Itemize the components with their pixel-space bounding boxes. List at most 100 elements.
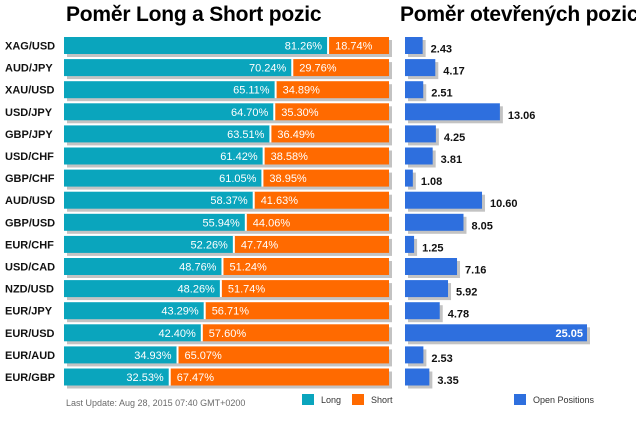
open-positions-value-nzd-usd: 5.92 bbox=[456, 287, 477, 299]
open-positions-value-eur-gbp: 3.35 bbox=[437, 375, 458, 387]
long-short-divider-aud-usd bbox=[252, 191, 255, 209]
long-bar-eur-usd bbox=[64, 324, 202, 342]
long-bar-usd-chf bbox=[64, 147, 264, 165]
long-percent-label-eur-gbp: 32.53% bbox=[126, 372, 164, 384]
open-positions-bar-gbp-jpy bbox=[405, 125, 436, 143]
open-positions-value-eur-jpy: 4.78 bbox=[448, 309, 469, 321]
open-positions-value-eur-usd: 25.05 bbox=[555, 328, 583, 340]
open-positions-value-eur-chf: 1.25 bbox=[422, 242, 443, 254]
long-bar-xau-usd bbox=[64, 81, 276, 99]
long-bar-aud-usd bbox=[64, 191, 254, 209]
long-percent-label-gbp-chf: 61.05% bbox=[219, 173, 257, 185]
short-percent-label-eur-jpy: 56.71% bbox=[212, 306, 250, 318]
long-bar-nzd-usd bbox=[64, 280, 221, 298]
long-short-divider-usd-jpy bbox=[273, 103, 276, 121]
open-positions-bar-gbp-usd bbox=[405, 213, 464, 231]
long-bar-gbp-usd bbox=[64, 213, 246, 231]
pair-label-gbp-usd: GBP/USD bbox=[5, 217, 55, 229]
pair-label-eur-gbp: EUR/GBP bbox=[5, 372, 55, 384]
long-percent-label-aud-usd: 58.37% bbox=[210, 195, 248, 207]
long-short-divider-gbp-jpy bbox=[269, 125, 272, 143]
long-bar-eur-aud bbox=[64, 346, 178, 364]
open-positions-bar-usd-jpy bbox=[405, 103, 500, 121]
open-positions-bar-nzd-usd bbox=[405, 280, 449, 298]
open-positions-bar-xag-usd bbox=[405, 37, 423, 54]
short-percent-label-usd-jpy: 35.30% bbox=[281, 107, 319, 119]
long-bar-gbp-jpy bbox=[64, 125, 271, 143]
pair-label-xau-usd: XAU/USD bbox=[5, 85, 55, 97]
short-bar-gbp-usd bbox=[245, 213, 389, 231]
open-positions-bar-eur-jpy bbox=[405, 302, 440, 320]
pair-label-usd-chf: USD/CHF bbox=[5, 151, 54, 163]
long-percent-label-eur-chf: 52.26% bbox=[191, 239, 229, 251]
short-bar-eur-usd bbox=[201, 324, 389, 342]
long-percent-label-gbp-jpy: 63.51% bbox=[227, 129, 265, 141]
short-percent-label-xag-usd: 18.74% bbox=[335, 41, 373, 53]
short-percent-label-xau-usd: 34.89% bbox=[283, 85, 321, 97]
long-short-divider-gbp-usd bbox=[244, 213, 247, 231]
long-percent-label-nzd-usd: 48.26% bbox=[178, 284, 216, 296]
open-positions-value-usd-chf: 3.81 bbox=[441, 154, 462, 166]
long-percent-label-usd-jpy: 64.70% bbox=[231, 107, 269, 119]
legend-item-short[interactable]: Short bbox=[352, 394, 393, 405]
open-positions-bar-eur-gbp bbox=[405, 368, 430, 386]
pair-label-aud-jpy: AUD/JPY bbox=[5, 63, 53, 75]
short-bar-xau-usd bbox=[275, 81, 389, 99]
long-percent-label-gbp-usd: 55.94% bbox=[202, 217, 240, 229]
short-bar-xag-usd bbox=[328, 37, 389, 54]
long-short-divider-eur-aud bbox=[176, 346, 179, 364]
legend-item-long[interactable]: Long bbox=[302, 394, 341, 405]
long-bar-eur-chf bbox=[64, 235, 234, 253]
open-positions-bar-aud-jpy bbox=[405, 59, 436, 77]
short-percent-label-eur-usd: 57.60% bbox=[209, 328, 247, 340]
pair-label-eur-jpy: EUR/JPY bbox=[5, 306, 53, 318]
long-percent-label-xag-usd: 81.26% bbox=[285, 41, 323, 53]
pair-label-nzd-usd: NZD/USD bbox=[5, 284, 54, 296]
long-short-divider-aud-jpy bbox=[291, 59, 294, 77]
legend-swatch-short bbox=[352, 394, 364, 405]
short-bar-aud-usd bbox=[253, 191, 389, 209]
open-positions-bar-aud-usd bbox=[405, 191, 483, 209]
long-bar-usd-cad bbox=[64, 258, 223, 275]
short-percent-label-nzd-usd: 51.74% bbox=[228, 284, 266, 296]
short-bar-gbp-jpy bbox=[270, 125, 389, 143]
open-positions-bar-usd-cad bbox=[405, 258, 458, 275]
short-bar-aud-jpy bbox=[292, 59, 389, 77]
long-bar-xag-usd bbox=[64, 37, 329, 54]
pair-label-xag-usd: XAG/USD bbox=[5, 41, 55, 53]
open-positions-value-usd-jpy: 13.06 bbox=[508, 110, 536, 122]
long-short-divider-eur-chf bbox=[232, 235, 235, 253]
long-percent-label-usd-cad: 48.76% bbox=[179, 262, 217, 274]
long-percent-label-eur-aud: 34.93% bbox=[134, 350, 172, 362]
legend-label-short: Short bbox=[371, 394, 393, 405]
legend-label-long: Long bbox=[321, 394, 342, 405]
short-bar-eur-gbp bbox=[169, 368, 389, 386]
pair-label-eur-usd: EUR/USD bbox=[5, 328, 55, 340]
long-bar-eur-gbp bbox=[64, 368, 170, 386]
open-positions-chart-title: Poměr otevřených pozic bbox=[400, 3, 636, 26]
long-short-divider-usd-chf bbox=[262, 147, 265, 165]
pair-label-gbp-chf: GBP/CHF bbox=[5, 173, 55, 185]
legend-item-open-positions[interactable]: Open Positions bbox=[514, 394, 594, 405]
short-bar-gbp-chf bbox=[262, 169, 389, 187]
long-short-chart-title: Poměr Long a Short pozic bbox=[66, 3, 322, 26]
open-positions-bar-eur-usd bbox=[405, 324, 587, 342]
long-bar-aud-jpy bbox=[64, 59, 293, 77]
pair-label-aud-usd: AUD/USD bbox=[5, 195, 55, 207]
open-positions-value-aud-jpy: 4.17 bbox=[443, 66, 464, 78]
short-percent-label-aud-usd: 41.63% bbox=[261, 195, 299, 207]
open-positions-bar-usd-chf bbox=[405, 147, 433, 165]
legend-swatch-long bbox=[302, 394, 314, 405]
long-bar-usd-jpy bbox=[64, 103, 275, 121]
open-positions-value-xau-usd: 2.51 bbox=[431, 88, 452, 100]
long-short-divider-eur-jpy bbox=[203, 302, 206, 320]
short-percent-label-gbp-jpy: 36.49% bbox=[277, 129, 315, 141]
long-short-divider-gbp-chf bbox=[261, 169, 264, 187]
pair-label-usd-cad: USD/CAD bbox=[5, 262, 55, 274]
long-short-divider-eur-gbp bbox=[168, 368, 171, 386]
long-percent-label-aud-jpy: 70.24% bbox=[249, 63, 287, 75]
short-bar-eur-aud bbox=[177, 346, 389, 364]
open-positions-bar-xau-usd bbox=[405, 81, 424, 99]
long-short-divider-xau-usd bbox=[274, 81, 277, 99]
open-positions-value-gbp-jpy: 4.25 bbox=[444, 132, 465, 144]
